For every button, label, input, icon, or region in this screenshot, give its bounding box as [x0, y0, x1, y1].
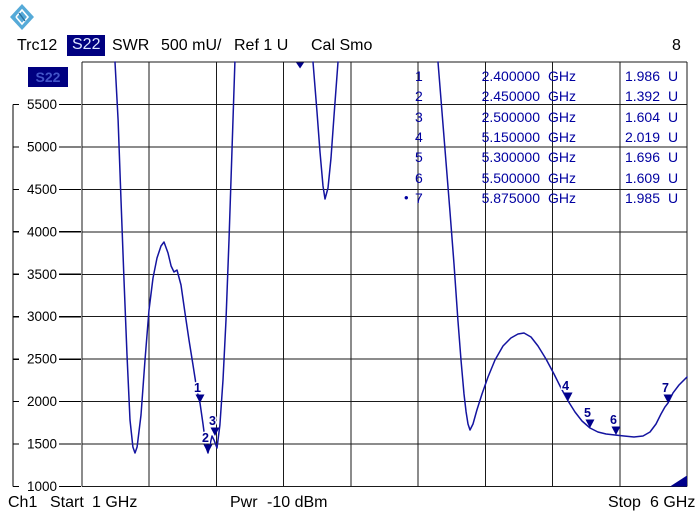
- marker-3-label: 3: [209, 414, 216, 428]
- marker-number: 5: [415, 149, 423, 166]
- marker-value-unit: U: [668, 190, 679, 207]
- scale-label[interactable]: 500 mU/: [161, 37, 222, 54]
- y-axis-tick-label: 1000: [27, 479, 57, 494]
- marker-number: 1: [415, 68, 423, 84]
- marker-3-triangle[interactable]: [210, 427, 220, 436]
- marker-table-row: 4 5.150000 GHz 2.019 U: [404, 127, 682, 147]
- marker-5-label: 5: [584, 406, 591, 420]
- marker-value-unit: U: [668, 129, 679, 146]
- marker-number: 2: [415, 88, 423, 105]
- y-axis-tick-label: 3500: [27, 267, 57, 282]
- marker-frequency-unit: GHz: [548, 190, 576, 207]
- format-label[interactable]: SWR: [112, 37, 150, 54]
- y-axis-tick-label: 2000: [27, 394, 57, 409]
- start-freq-value[interactable]: 1 GHz: [92, 494, 138, 511]
- marker-value-unit: U: [668, 169, 679, 186]
- marker-value: 2.019: [624, 129, 660, 146]
- stop-freq-label[interactable]: Stop: [608, 494, 641, 511]
- marker-value: 1.392: [624, 88, 660, 105]
- marker-5-triangle[interactable]: [585, 419, 595, 429]
- marker-table-row: 2 2.450000 GHz 1.392 U: [404, 86, 682, 106]
- marker-table-row: 5 5.300000 GHz 1.696 U: [404, 147, 682, 167]
- active-marker-dot: •: [404, 190, 409, 206]
- power-label[interactable]: Pwr: [230, 494, 258, 511]
- marker-table-row: • 7 5.875000 GHz 1.985 U: [404, 188, 682, 208]
- marker-1-label: 1: [194, 381, 201, 395]
- marker-2-triangle[interactable]: [203, 444, 213, 453]
- channel-label[interactable]: Ch1: [8, 494, 38, 511]
- stop-freq-value[interactable]: 6 GHz: [650, 494, 696, 511]
- marker-value: 1.985: [624, 190, 660, 207]
- marker-frequency: 5.875000: [481, 190, 540, 207]
- marker-value: 1.604: [624, 108, 660, 125]
- cal-status-label: Cal Smo: [311, 37, 373, 54]
- marker-value: 1.696: [624, 149, 660, 166]
- marker-4-label: 4: [562, 379, 569, 393]
- y-axis-tick-label: 5500: [27, 97, 57, 112]
- marker-6-label: 6: [610, 413, 617, 427]
- marker-frequency: 5.300000: [481, 149, 540, 166]
- corner-indicator: [670, 475, 687, 487]
- marker-number: 6: [415, 169, 423, 186]
- y-axis-tick-label: 1500: [27, 437, 57, 452]
- start-freq-label[interactable]: Start: [50, 494, 84, 511]
- marker-number: 7: [415, 190, 423, 207]
- marker-2-label: 2: [202, 431, 209, 445]
- parameter-badge[interactable]: S22: [67, 35, 106, 56]
- y-axis-tick-label: 4500: [27, 182, 57, 197]
- y-axis-tick-label: 3000: [27, 309, 57, 324]
- y-axis-tick-label: 4000: [27, 224, 57, 239]
- trace-badge[interactable]: S22: [28, 67, 68, 87]
- marker-value-unit: U: [668, 88, 679, 105]
- marker-frequency: 2.400000: [481, 68, 540, 84]
- marker-value-unit: U: [668, 68, 679, 84]
- swr-trace: [312, 61, 339, 200]
- marker-frequency-unit: GHz: [548, 68, 576, 84]
- marker-4-triangle[interactable]: [563, 392, 573, 402]
- marker-7-label: 7: [662, 381, 669, 395]
- screen-number: 8: [672, 37, 681, 54]
- marker-1-triangle[interactable]: [195, 394, 205, 403]
- marker-value-unit: U: [668, 108, 679, 125]
- logo-inner-mark: [15, 8, 30, 26]
- y-axis-tick-label: 5000: [27, 139, 57, 154]
- marker-6-triangle[interactable]: [611, 426, 621, 435]
- marker-number: 3: [415, 108, 423, 125]
- marker-number: 4: [415, 129, 423, 146]
- marker-value: 1.609: [624, 169, 660, 186]
- marker-frequency: 5.500000: [481, 169, 540, 186]
- marker-table-row: 3 2.500000 GHz 1.604 U: [404, 107, 682, 127]
- trace-offscale-indicator: [296, 62, 305, 69]
- swr-trace: [114, 61, 236, 454]
- trace-name-label[interactable]: Trc12: [17, 37, 58, 54]
- marker-value-unit: U: [668, 149, 679, 166]
- marker-7-triangle[interactable]: [663, 394, 673, 403]
- logo-slash: [18, 12, 26, 22]
- reference-label[interactable]: Ref 1 U: [234, 37, 289, 54]
- marker-frequency-unit: GHz: [548, 88, 576, 105]
- power-value[interactable]: -10 dBm: [267, 494, 328, 511]
- marker-frequency: 2.450000: [481, 88, 540, 105]
- marker-frequency-unit: GHz: [548, 169, 576, 186]
- y-axis-tick-label: 2500: [27, 352, 57, 367]
- marker-frequency: 2.500000: [481, 108, 540, 125]
- rohde-schwarz-logo: [10, 4, 34, 30]
- marker-table: 1 2.400000 GHz 1.986 U 2 2.450000 GHz 1.392 U 3 2.5…: [404, 66, 682, 208]
- marker-value: 1.986: [624, 68, 660, 84]
- marker-table-row: 1 2.400000 GHz 1.986 U: [404, 66, 682, 86]
- swr-trace: [437, 61, 688, 438]
- marker-frequency-unit: GHz: [548, 149, 576, 166]
- marker-frequency-unit: GHz: [548, 108, 576, 125]
- marker-table-row: 6 5.500000 GHz 1.609 U: [404, 168, 682, 188]
- marker-frequency-unit: GHz: [548, 129, 576, 146]
- marker-frequency: 5.150000: [481, 129, 540, 146]
